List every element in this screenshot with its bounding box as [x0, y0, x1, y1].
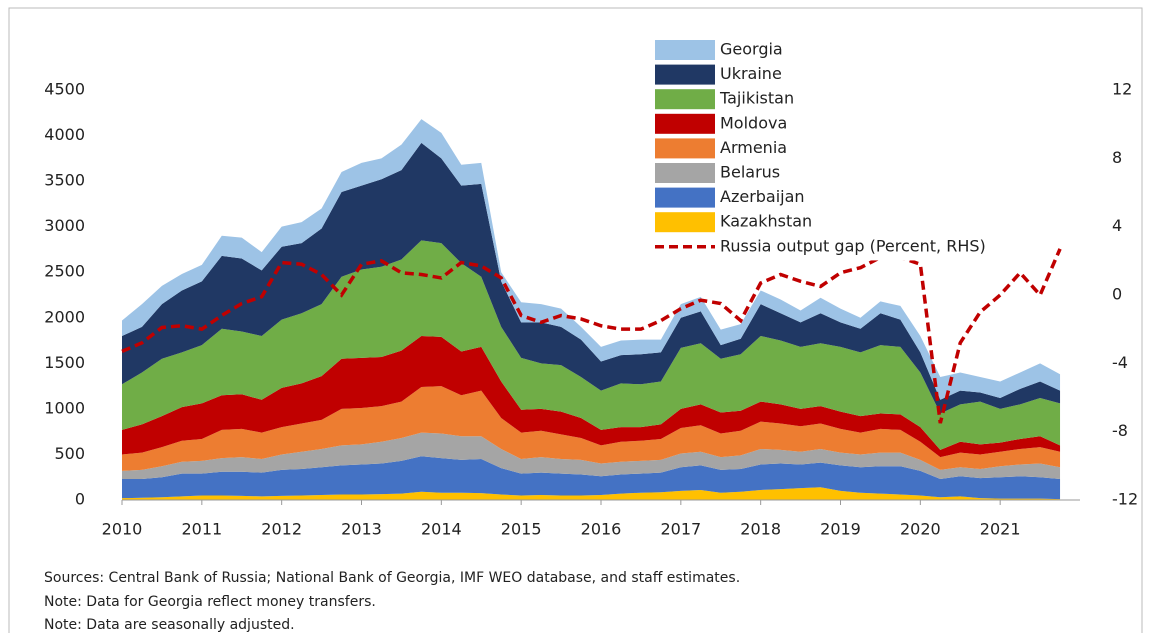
- y2-tick-label: -4: [1112, 353, 1128, 372]
- legend-label: Kazakhstan: [720, 212, 812, 231]
- y-tick-label: 1000: [44, 398, 85, 417]
- x-tick-label: 2019: [820, 520, 861, 539]
- area: [122, 386, 1061, 471]
- source-note: Sources: Central Bank of Russia; Nationa…: [44, 570, 740, 586]
- legend-label: Georgia: [720, 40, 783, 59]
- y2-tick-label: -8: [1112, 421, 1128, 440]
- x-tick-label: 2016: [581, 520, 622, 539]
- y-tick-label: 1500: [44, 353, 85, 372]
- area: [122, 142, 1061, 414]
- x-tick-label: 2011: [181, 520, 222, 539]
- frame: [8, 7, 1143, 633]
- x-tick-label: 2018: [740, 520, 781, 539]
- legend-swatch: [655, 64, 715, 85]
- legend-label: Tajikistan: [719, 89, 794, 108]
- y-tick-label: 0: [75, 490, 85, 509]
- note: Note: Data for Georgia reflect money tra…: [44, 594, 376, 610]
- area: [122, 119, 1061, 400]
- y2-tick-label: 8: [1112, 148, 1122, 167]
- x-tick-label: 2012: [261, 520, 302, 539]
- legend-label: Azerbaijan: [720, 187, 805, 206]
- y-tick-label: 3500: [44, 171, 85, 190]
- area: [122, 487, 1061, 500]
- legend-label: Russia output gap (Percent, RHS): [720, 236, 986, 255]
- y-tick-label: 4500: [44, 80, 85, 99]
- legend-swatch: [655, 212, 715, 233]
- y2-tick-label: 12: [1112, 80, 1132, 99]
- legend-label: Belarus: [720, 163, 780, 182]
- x-tick-label: 2020: [900, 520, 941, 539]
- area: [122, 456, 1061, 500]
- y-tick-label: 4000: [44, 125, 85, 144]
- x-tick-label: 2015: [501, 520, 542, 539]
- y-tick-label: 2000: [44, 307, 85, 326]
- legend-label: Moldova: [720, 113, 787, 132]
- y2-tick-label: 4: [1112, 216, 1122, 235]
- x-tick-label: 2017: [660, 520, 701, 539]
- x-tick-label: 2013: [341, 520, 382, 539]
- x-tick-label: 2014: [421, 520, 462, 539]
- y2-tick-label: -12: [1112, 490, 1138, 509]
- legend-swatch: [655, 187, 715, 208]
- y-tick-label: 2500: [44, 262, 85, 281]
- legend-swatch: [655, 138, 715, 159]
- area: [122, 432, 1061, 480]
- x-tick-label: 2021: [980, 520, 1021, 539]
- legend-label: Ukraine: [720, 64, 782, 83]
- legend-swatch: [655, 40, 715, 60]
- area: [122, 336, 1061, 458]
- y-tick-label: 500: [54, 444, 85, 463]
- legend-swatch: [655, 163, 715, 183]
- y2-tick-label: 0: [1112, 285, 1122, 304]
- legend-swatch: [655, 113, 715, 134]
- note: Note: Data are seasonally adjusted.: [44, 617, 295, 633]
- y-tick-label: 3000: [44, 216, 85, 235]
- area: [122, 240, 1061, 450]
- legend-swatch: [655, 89, 715, 110]
- legend-label: Armenia: [720, 138, 787, 157]
- x-tick-label: 2010: [102, 520, 143, 539]
